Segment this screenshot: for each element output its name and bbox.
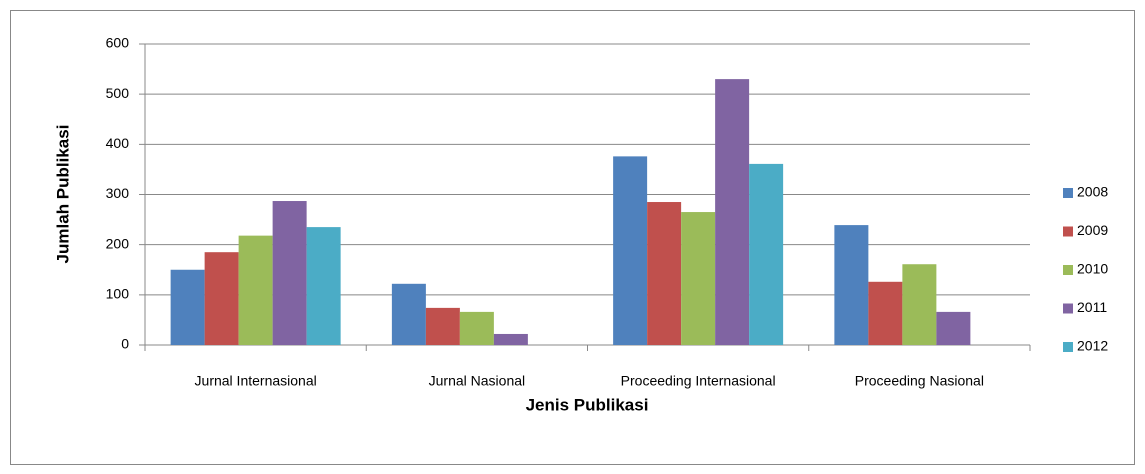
chart-border <box>10 10 1135 465</box>
bar <box>391 283 426 345</box>
legend-label: 2009 <box>1077 222 1108 238</box>
y-tick-label: 600 <box>106 35 130 51</box>
bar <box>715 79 750 345</box>
bar <box>834 225 869 345</box>
x-tick-label: Jurnal Internasional <box>195 373 317 389</box>
bar <box>902 264 937 345</box>
legend-label: 2008 <box>1077 184 1108 200</box>
x-tick-label: Proceeding Nasional <box>855 373 984 389</box>
bar <box>238 235 273 345</box>
bar <box>647 202 682 345</box>
legend-swatch <box>1063 265 1073 275</box>
bar <box>936 311 971 345</box>
bar <box>306 227 341 345</box>
y-tick-label: 200 <box>106 235 130 251</box>
bar <box>425 307 460 345</box>
legend-swatch <box>1063 342 1073 352</box>
y-tick-label: 300 <box>106 185 130 201</box>
x-axis-title: Jenis Publikasi <box>526 395 649 414</box>
y-tick-label: 100 <box>106 286 130 302</box>
legend-label: 2012 <box>1077 338 1108 354</box>
legend-label: 2011 <box>1077 299 1107 315</box>
legend-swatch <box>1063 226 1073 237</box>
bar <box>204 252 239 345</box>
bar <box>459 311 494 345</box>
legend-label: 2010 <box>1077 261 1108 277</box>
bar <box>749 163 784 345</box>
bar <box>493 333 528 345</box>
y-axis-title: Jumlah Publikasi <box>53 125 72 264</box>
bar <box>868 281 903 345</box>
bar <box>272 201 307 345</box>
bar <box>613 156 648 345</box>
bar <box>170 269 205 345</box>
y-tick-label: 500 <box>106 85 130 101</box>
x-tick-label: Jurnal Nasional <box>429 373 526 389</box>
legend-swatch <box>1063 303 1073 314</box>
y-tick-label: 400 <box>106 135 130 151</box>
bar <box>681 212 716 345</box>
y-tick-label: 0 <box>121 336 129 352</box>
legend-swatch <box>1063 188 1073 198</box>
x-tick-label: Proceeding Internasional <box>621 373 776 389</box>
